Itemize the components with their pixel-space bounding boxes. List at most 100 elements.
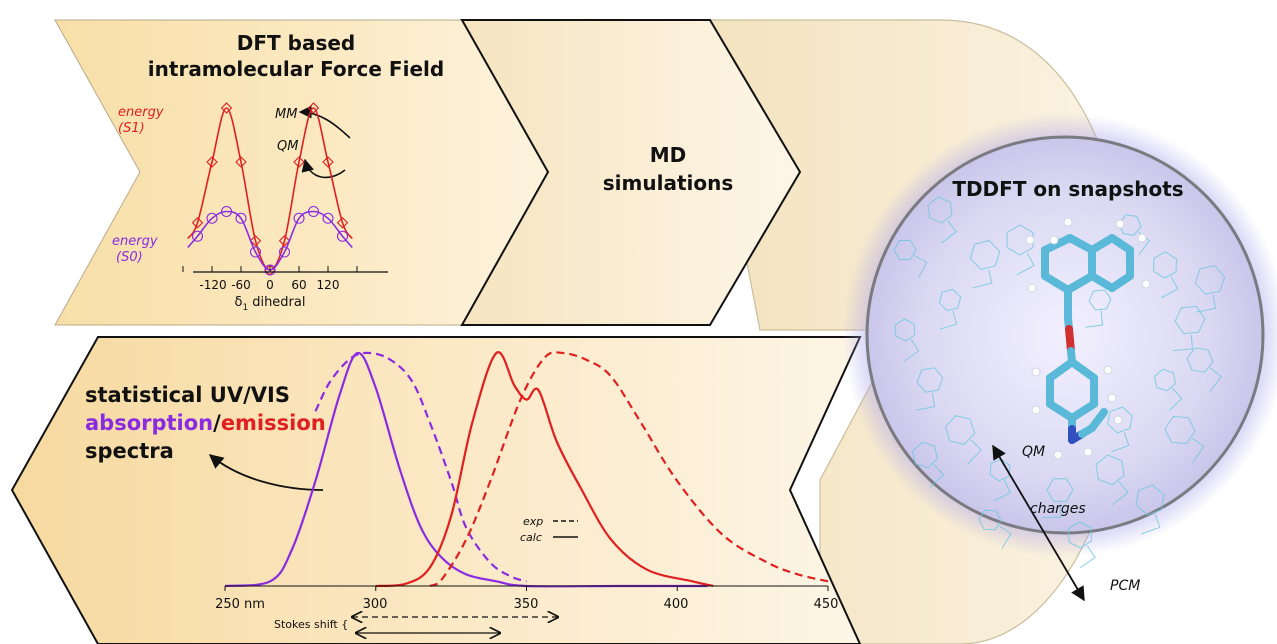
solvent-ring <box>1153 368 1177 392</box>
solvent-ring <box>1194 265 1226 295</box>
dft-title-line2: intramolecular Force Field <box>148 57 444 81</box>
x-tick-label: 120 <box>317 278 340 292</box>
emission-word: emission <box>221 411 326 435</box>
spectra-pointer-arrow <box>208 454 324 491</box>
spectra-x-tick: 300 <box>363 597 388 612</box>
solvent-ring <box>916 367 944 393</box>
hydrogen-atom <box>1137 233 1147 243</box>
s1-data-point <box>235 156 247 168</box>
solvent-ring <box>969 240 1001 270</box>
molecule-bond <box>1088 272 1106 286</box>
solvent-chain <box>1016 252 1035 276</box>
s0-data-point <box>191 230 204 242</box>
solvent-ring <box>1088 289 1112 311</box>
region-arrow <box>992 444 1085 602</box>
s0-label-line1: energy <box>112 234 158 249</box>
s0-label-line2: (S0) <box>116 250 143 265</box>
spectra-x-tick: 250 nm <box>215 597 265 612</box>
mm-pointer-arrow <box>298 105 351 139</box>
md-title-line2: simulations <box>603 171 734 195</box>
pcm-label: PCM <box>1110 578 1140 594</box>
solvent-ring <box>927 196 953 224</box>
s1-data-point <box>206 156 218 168</box>
spectra-title-line2: absorption/emission <box>85 411 326 435</box>
solvent-chain <box>914 255 928 279</box>
solvent-ring <box>1152 251 1178 279</box>
tddft-title: TDDFT on snapshots <box>952 177 1183 201</box>
solvent-chain <box>1172 334 1194 351</box>
stokes-label: Stokes shift { <box>274 618 348 631</box>
s0-data-point <box>278 246 291 258</box>
s1-data-point <box>191 217 204 229</box>
md-title-line1: MD <box>650 143 687 167</box>
emission-calc-curve <box>375 351 714 588</box>
hydrogen-atom <box>1141 279 1151 289</box>
s1-data-point <box>336 217 349 229</box>
hydrogen-atom <box>1031 367 1041 377</box>
solvent-chain <box>1192 437 1205 463</box>
solvent-chain <box>972 269 993 289</box>
solvent-chain <box>1111 432 1130 453</box>
hydrogen-atom <box>1107 393 1117 403</box>
dft-title-line1: DFT based <box>237 31 355 55</box>
charges-label: charges <box>1030 501 1086 517</box>
s1-data-point <box>249 235 262 247</box>
spectra-title-line3: spectra <box>85 439 174 463</box>
solvent-ring <box>938 288 962 312</box>
s0-data-point <box>336 230 349 242</box>
solvent-ring <box>944 415 976 445</box>
spectra-x-tick: 400 <box>664 597 689 612</box>
solvent-chain <box>1141 513 1161 535</box>
solvent-chain <box>1079 545 1096 569</box>
solvent-ring <box>1135 484 1165 516</box>
absorption-word: absorption <box>85 411 213 435</box>
solvent-chain <box>1161 276 1179 299</box>
s0-data-point <box>293 212 305 224</box>
md-panel-background <box>460 19 802 326</box>
s0-data-point <box>307 205 320 218</box>
spectra-panel-background <box>10 336 862 644</box>
s0-data-point <box>264 264 276 276</box>
hydrogen-atom <box>1049 235 1059 245</box>
legend-calc: calc <box>520 531 542 544</box>
solute-molecule <box>1025 217 1151 460</box>
hydrogen-atom <box>1025 235 1035 245</box>
solvent-chain <box>941 220 957 244</box>
x-tick-label: -60 <box>231 278 251 292</box>
spectra-x-tick: 350 <box>514 597 539 612</box>
s1-label-line1: energy <box>118 105 164 120</box>
qm-label-sphere: QM <box>1022 444 1045 460</box>
solvent-chain <box>916 392 936 411</box>
hydrogen-atom <box>1103 365 1113 375</box>
solvent-ring <box>894 318 916 342</box>
s1-data-point <box>278 235 291 247</box>
s1-label-line2: (S1) <box>118 121 145 136</box>
absorption-exp-curve <box>314 351 527 583</box>
solvent-ring <box>1174 305 1206 335</box>
solvent-ring <box>1006 224 1034 256</box>
spectra-title-line1: statistical UV/VIS <box>85 383 290 407</box>
solvent-ring <box>1164 415 1196 445</box>
solvent-chain <box>904 338 920 362</box>
hydrogen-atom <box>1031 405 1041 415</box>
hydrogen-atom <box>1027 283 1037 293</box>
solvent-chain <box>1209 367 1222 392</box>
dihedral-axis-label: δ1 dihedral <box>235 295 306 313</box>
mm-label: MM <box>275 107 297 122</box>
hydrogen-atom <box>1115 219 1125 229</box>
solvent-ring <box>1107 406 1133 434</box>
s0-data-point <box>235 212 247 224</box>
molecule-bond <box>1094 408 1108 424</box>
solvent-chain <box>1196 294 1217 313</box>
hydrogen-atom <box>1063 217 1073 227</box>
s0-data-point <box>220 205 233 218</box>
solvent-chain <box>1168 387 1183 412</box>
qm-label-top: QM <box>277 139 298 154</box>
solvent-chain <box>929 464 945 488</box>
dihedral-energy-chart <box>182 102 358 276</box>
qm-pointer-arrow <box>301 158 346 179</box>
s0-data-point <box>249 246 262 258</box>
slash: / <box>213 411 221 435</box>
solvent-ring <box>912 441 938 469</box>
